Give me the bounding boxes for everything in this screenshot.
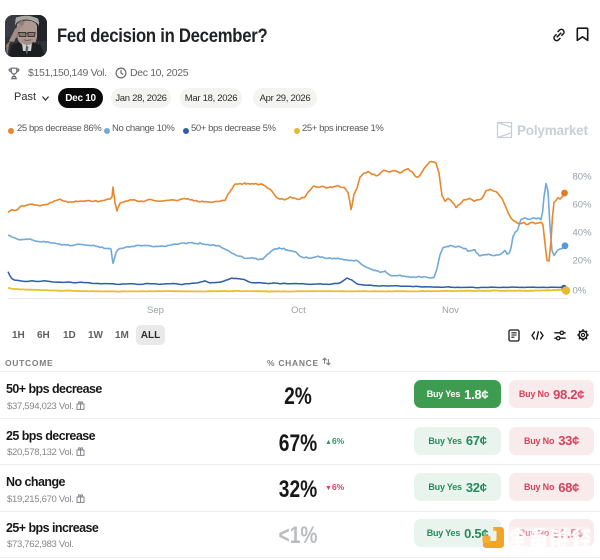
svg-text:Sep: Sep (147, 305, 164, 316)
svg-text:Oct: Oct (291, 305, 306, 316)
svg-text:80%: 80% (573, 172, 593, 183)
svg-text:0%: 0% (573, 286, 587, 297)
svg-text:40%: 40% (573, 228, 593, 239)
svg-text:60%: 60% (573, 200, 593, 211)
svg-text:Nov: Nov (442, 305, 459, 316)
svg-text:20%: 20% (573, 256, 593, 267)
